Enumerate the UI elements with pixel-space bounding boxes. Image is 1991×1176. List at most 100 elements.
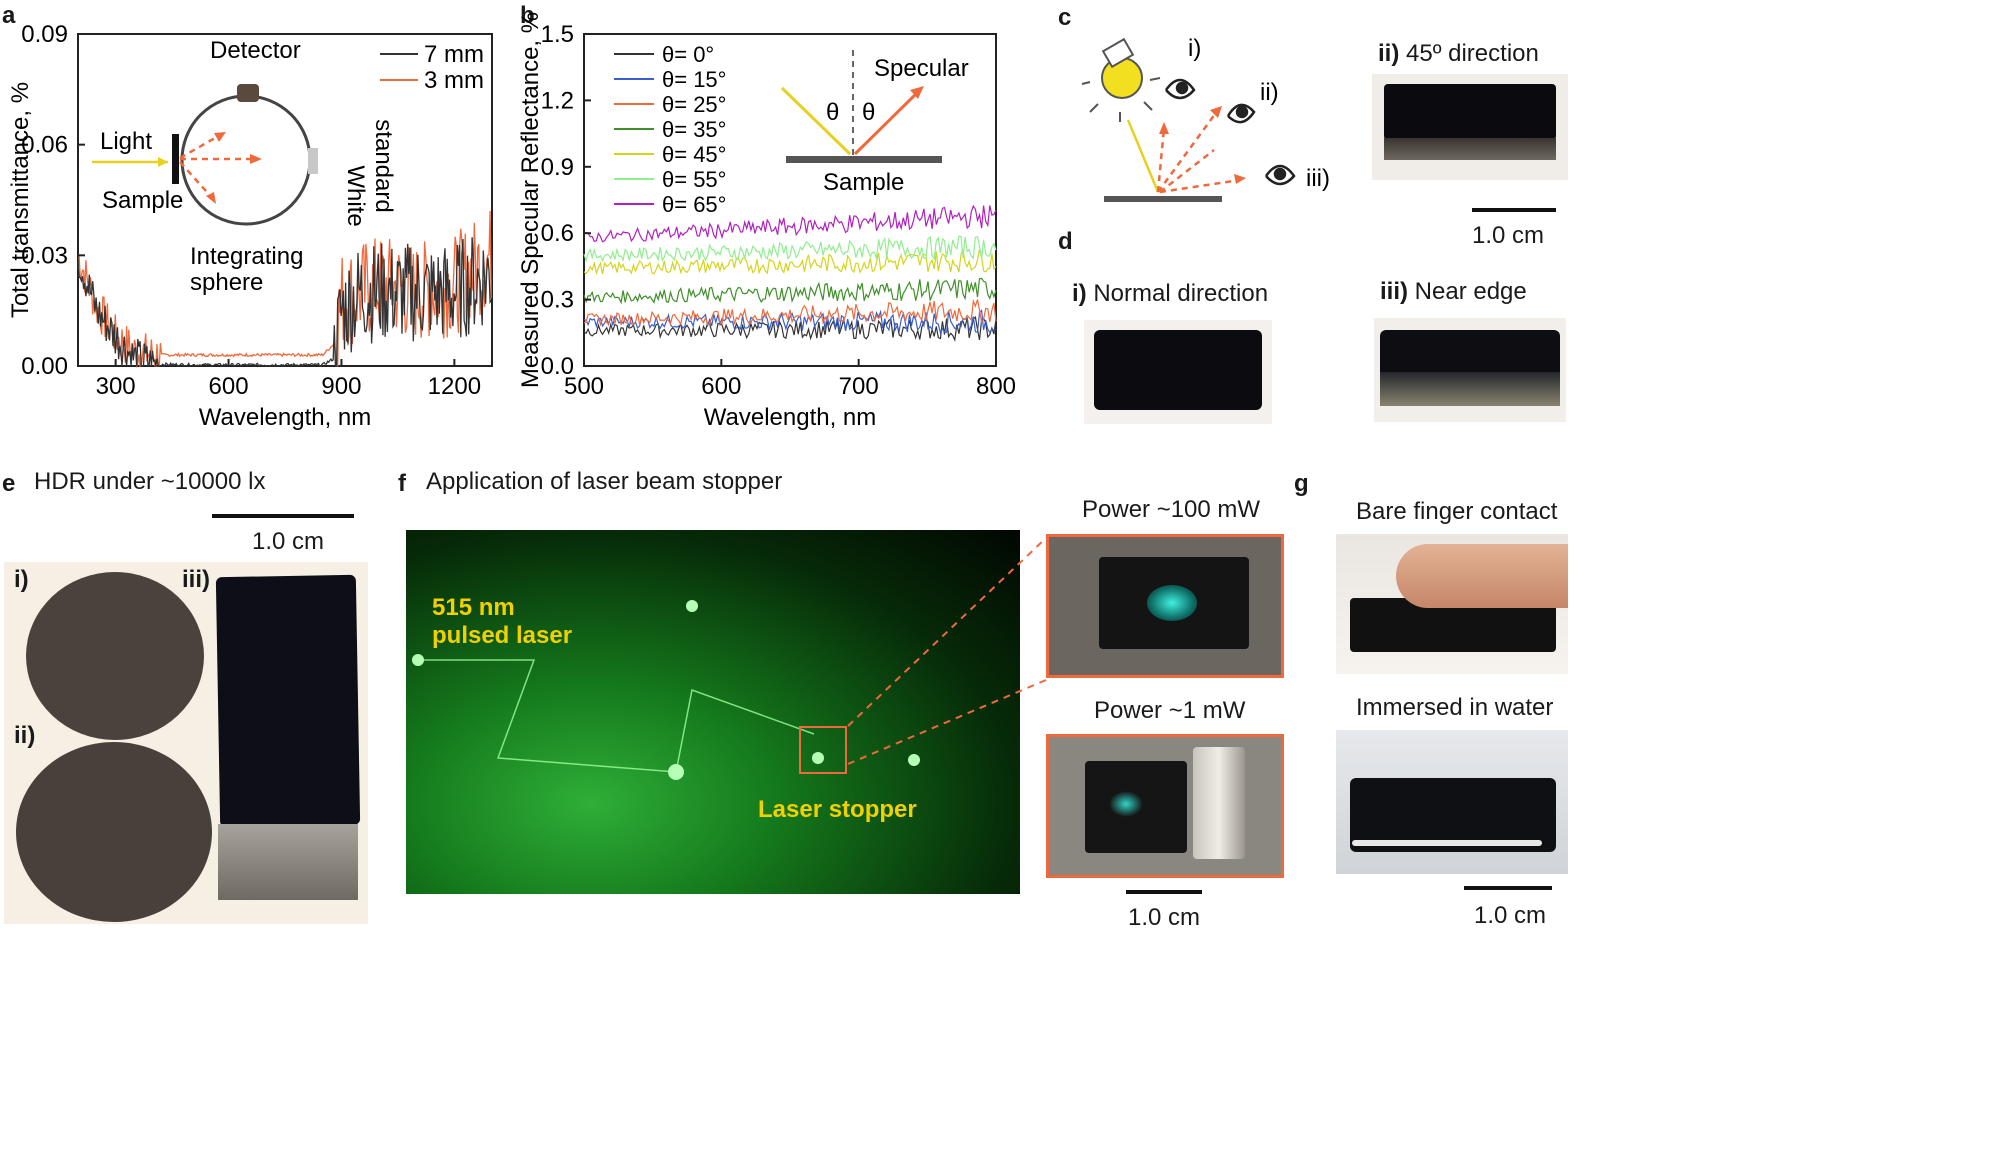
- photo-finger-contact: [1336, 534, 1568, 674]
- series-7-mm: [77, 237, 492, 368]
- panel-a-ylabel: Total transmittance, %: [7, 82, 34, 318]
- panel-a-label: a: [2, 2, 16, 29]
- immersed-title: Immersed in water: [1356, 694, 1554, 721]
- inset-specular-label: Specular: [874, 55, 969, 82]
- a-xtick-label: 900: [321, 373, 361, 400]
- sample-block-iii: [215, 574, 361, 828]
- scale-bar-e: [212, 514, 354, 518]
- view-iii-label: iii): [1306, 165, 1330, 192]
- b-legend-label: θ= 0°: [662, 42, 714, 67]
- sample-label-iii: iii): [182, 566, 210, 593]
- panel-b-chart: 0.0 0.3 0.6 0.9 1.2 1.5 500 600 700 800 Measured …: [517, 12, 1016, 431]
- sample-block-iii-edge: [218, 824, 358, 900]
- b-xtick-label: 500: [564, 373, 604, 400]
- b-legend-label: θ= 25°: [662, 92, 726, 117]
- series-0deg: [583, 315, 997, 343]
- panel-b-xlabel: Wavelength, nm: [704, 404, 877, 431]
- a-ytick-label: 0.00: [21, 353, 68, 380]
- inset-sample-label: Sample: [102, 187, 183, 214]
- inset-sample-surface: [786, 156, 942, 163]
- photo-normal-title: i) Normal direction: [1072, 280, 1269, 307]
- b-xtick-label: 700: [839, 373, 879, 400]
- scatter-arrows-icon: [179, 132, 258, 201]
- laser-beam-paths: [412, 600, 920, 780]
- legend-label-7mm: 7 mm: [424, 41, 484, 68]
- b-ytick-label: 1.5: [541, 21, 574, 48]
- a-ytick-label: 0.03: [21, 242, 68, 269]
- reflected-beam: [853, 90, 920, 156]
- light-bulb-icon: [1081, 37, 1161, 122]
- power-low-title: Power ~1 mW: [1094, 697, 1246, 724]
- photo-power-100mw: [1046, 534, 1284, 678]
- panel-g-label: g: [1294, 470, 1309, 497]
- b-xtick-label: 800: [976, 373, 1016, 400]
- sample-label-ii: ii): [14, 722, 36, 749]
- panel-f-title: Application of laser beam stopper: [426, 468, 783, 495]
- scale-label-f: 1.0 cm: [1128, 904, 1201, 931]
- panel-b-frame: [583, 33, 997, 367]
- inset-sphere-label-2: sphere: [190, 269, 263, 296]
- b-ytick-label: 0.0: [541, 353, 574, 380]
- sample-disc-i: [26, 572, 204, 740]
- view-i-label: i): [1188, 35, 1201, 62]
- scale-label-c: 1.0 cm: [1472, 222, 1545, 249]
- surface-icon: [1104, 196, 1222, 202]
- photo-edge-title: iii) Near edge: [1380, 278, 1527, 305]
- photo-45-direction: [1372, 74, 1568, 180]
- photo-45-title: ii) 45º direction: [1378, 40, 1539, 67]
- stopper-label: Laser stopper: [758, 796, 917, 823]
- stopper-highlight-box: [799, 726, 847, 774]
- b-legend-label: θ= 65°: [662, 192, 726, 217]
- series-65deg: [583, 204, 997, 243]
- detector-icon: [237, 84, 259, 102]
- laser-label-line2: pulsed laser: [432, 622, 573, 649]
- b-ytick-label: 0.6: [541, 220, 574, 247]
- b-legend-label: θ= 45°: [662, 142, 726, 167]
- panel-e-title: HDR under ~10000 lx: [34, 468, 266, 495]
- series-35deg: [583, 277, 997, 305]
- incident-beam: [780, 86, 852, 156]
- a-xtick-label: 1200: [428, 373, 481, 400]
- finger-contact-title: Bare finger contact: [1356, 498, 1558, 525]
- zoom-connector-lines: [847, 537, 1047, 765]
- b-xtick-label: 600: [701, 373, 741, 400]
- inset-light-label: Light: [100, 128, 152, 155]
- photo-power-1mw: [1046, 734, 1284, 878]
- panel-b-ylabel: Measured Specular Reflectance, %: [517, 12, 544, 388]
- eye-icon-i: [1164, 78, 1196, 100]
- b-ytick-label: 0.3: [541, 287, 574, 314]
- inset-theta-left: θ: [826, 99, 839, 126]
- sample-label-i: i): [14, 566, 29, 593]
- reflection-arrows-icon: [1156, 109, 1241, 194]
- power-high-title: Power ~100 mW: [1082, 496, 1261, 523]
- panel-c-label: c: [1058, 4, 1072, 31]
- view-ii-label: ii): [1260, 79, 1279, 106]
- inset-white-label: White: [342, 165, 369, 226]
- b-legend-label: θ= 55°: [662, 167, 726, 192]
- photo-hdr-samples: i) ii) iii): [4, 562, 368, 924]
- panel-a-chart: 0.00 0.03 0.06 0.09 300 600 900 1200 Total tran…: [7, 21, 493, 431]
- inset-sample-label-b: Sample: [823, 169, 904, 196]
- inset-sphere-label-1: Integrating: [190, 243, 303, 270]
- b-legend-label: θ= 35°: [662, 117, 726, 142]
- sample-disc-ii: [16, 742, 212, 922]
- sample-holder-icon: [172, 134, 179, 184]
- panel-c-diagram: i) ii) iii): [1081, 35, 1330, 202]
- b-ytick-label: 1.2: [541, 87, 574, 114]
- eye-icon-iii: [1264, 164, 1296, 186]
- photo-near-edge: [1374, 318, 1566, 422]
- series-3-mm: [77, 210, 492, 369]
- a-xtick-label: 600: [209, 373, 249, 400]
- inset-theta-right: θ: [862, 99, 875, 126]
- series-15deg: [583, 309, 997, 335]
- a-ytick-label: 0.06: [21, 132, 68, 159]
- eye-icon-ii: [1226, 103, 1256, 124]
- b-ytick-label: 0.9: [541, 154, 574, 181]
- a-xtick-label: 300: [96, 373, 136, 400]
- inset-detector-label: Detector: [210, 37, 301, 64]
- panel-a-xlabel: Wavelength, nm: [199, 404, 372, 431]
- b-legend-label: θ= 15°: [662, 67, 726, 92]
- laser-label-line1: 515 nm: [432, 594, 515, 621]
- panel-d-label: d: [1058, 228, 1073, 255]
- legend-label-3mm: 3 mm: [424, 67, 484, 94]
